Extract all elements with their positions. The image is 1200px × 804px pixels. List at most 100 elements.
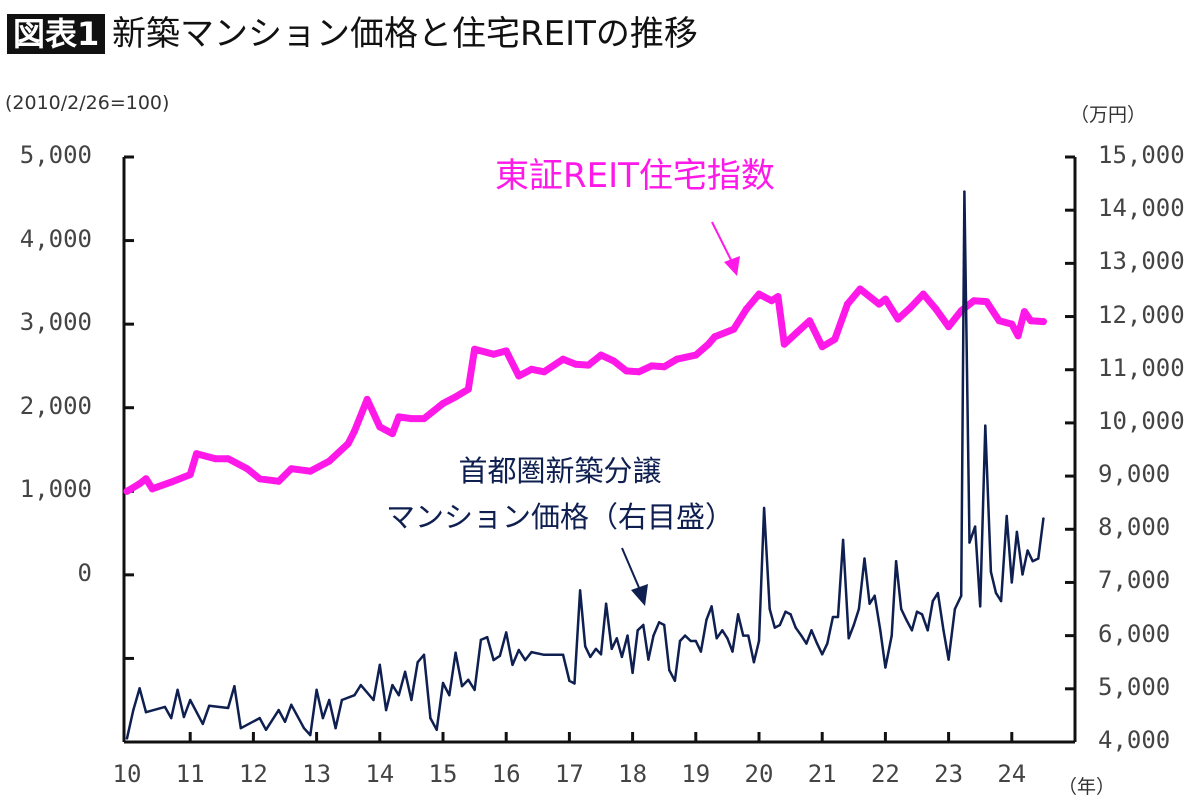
mansion-arrow: [621, 547, 641, 591]
mansion-data-point: [731, 650, 734, 653]
mansion-arrow-head: [631, 584, 648, 606]
x-tick-label: 24: [997, 760, 1027, 788]
mansion-data-point: [517, 648, 521, 652]
mansion-data-point: [721, 629, 724, 632]
reit-data-point: [275, 477, 283, 485]
mansion-data-point: [879, 629, 882, 632]
reit-data-point: [806, 317, 814, 325]
mansion-data-point: [441, 681, 445, 685]
mansion-data-point: [1010, 581, 1013, 584]
mansion-data-point: [652, 634, 655, 637]
reit-data-point: [995, 317, 1003, 325]
mansion-label-line-2: マンション価格（右目盛）: [385, 500, 734, 534]
reit-data-point: [256, 475, 264, 483]
mansion-data-point: [989, 570, 993, 574]
mansion-data-point: [125, 737, 129, 740]
mansion-data-point: [479, 638, 483, 642]
mansion-data-point: [561, 653, 565, 656]
mansion-data-point: [334, 726, 337, 730]
reit-data-point: [439, 400, 447, 408]
mansion-data-point: [573, 682, 576, 685]
reit-data-point: [407, 415, 415, 423]
mansion-data-point: [631, 671, 634, 675]
reit-data-point: [610, 357, 618, 365]
mansion-data-point: [836, 615, 840, 619]
reit-data-point: [843, 300, 851, 308]
mansion-data-point: [422, 653, 426, 656]
mansion-data-point: [694, 639, 697, 643]
mansion-data-point: [604, 602, 608, 605]
mansion-data-point: [852, 623, 855, 627]
reit-data-point: [648, 362, 656, 370]
mansion-data-point: [984, 424, 987, 427]
right-tick-label: 14,000: [1098, 194, 1185, 223]
mansion-data-point: [568, 679, 571, 683]
x-tick-label: 22: [870, 760, 900, 788]
mansion-data-point: [805, 642, 808, 645]
reit-data-point: [907, 303, 915, 311]
mansion-data-point: [636, 629, 639, 632]
mansion-data-point: [742, 634, 745, 637]
mansion-data-point: [960, 594, 963, 597]
mansion-data-point: [968, 541, 971, 544]
right-tick-label: 8,000: [1098, 513, 1171, 542]
chart-title: 新築マンション価格と住宅REITの推移: [112, 14, 698, 54]
mansion-data-point: [963, 190, 966, 193]
right-tick-label: 6,000: [1098, 619, 1171, 648]
reit-data-point: [142, 475, 150, 483]
reit-data-point: [635, 368, 643, 376]
mansion-data-point: [599, 653, 603, 656]
reit-data-point: [711, 333, 719, 341]
mansion-data-point: [182, 715, 186, 719]
mansion-data-point: [315, 688, 318, 692]
reit-data-point: [730, 325, 738, 333]
left-tick-label: 4,000: [19, 224, 92, 253]
reit-data-point: [388, 430, 396, 438]
right-tick-label: 9,000: [1098, 460, 1171, 489]
mansion-data-point: [1021, 573, 1024, 576]
reit-data-point: [540, 368, 548, 376]
reit-data-point: [768, 297, 776, 305]
right-tick-label: 11,000: [1098, 353, 1185, 382]
mansion-data-point: [663, 623, 666, 627]
mansion-data-point: [1037, 557, 1040, 560]
mansion-data-point: [715, 637, 718, 640]
mansion-data-point: [873, 594, 876, 597]
mansion-data-point: [1026, 549, 1029, 552]
reit-arrow-head: [724, 256, 740, 276]
mansion-series-label: 首都圏新築分譲 マンション価格（右目盛）: [340, 448, 780, 540]
reit-data-point: [123, 487, 131, 495]
reit-data-point: [780, 340, 788, 348]
reit-data-point: [515, 372, 523, 380]
reit-data-point: [325, 457, 333, 465]
mansion-data-point: [486, 636, 489, 639]
mansion-data-point: [868, 602, 871, 605]
reit-data-point: [692, 351, 700, 359]
reit-data-point: [395, 413, 403, 421]
mansion-data-point: [258, 716, 261, 720]
mansion-data-point: [642, 623, 645, 627]
mansion-data-point: [794, 626, 797, 629]
reit-data-point: [1027, 317, 1035, 325]
right-tick-label: 4,000: [1098, 726, 1171, 754]
mansion-data-point: [321, 716, 325, 720]
mansion-data-point: [847, 637, 850, 640]
mansion-data-point: [397, 694, 400, 697]
mansion-data-point: [429, 716, 432, 720]
mansion-data-point: [841, 538, 845, 542]
reit-data-point: [742, 305, 750, 313]
mansion-data-point: [176, 688, 179, 692]
mansion-data-point: [594, 647, 598, 651]
mansion-data-point: [132, 708, 135, 712]
mansion-data-point: [309, 733, 312, 737]
reit-data-point: [881, 295, 889, 303]
reit-data-point: [793, 329, 801, 336]
mansion-data-point: [710, 605, 713, 608]
figure-badge: 図表1: [7, 14, 106, 54]
mansion-data-point: [416, 661, 419, 664]
mansion-data-point: [768, 607, 771, 611]
mansion-data-point: [736, 613, 740, 616]
mansion-data-point: [979, 605, 982, 608]
